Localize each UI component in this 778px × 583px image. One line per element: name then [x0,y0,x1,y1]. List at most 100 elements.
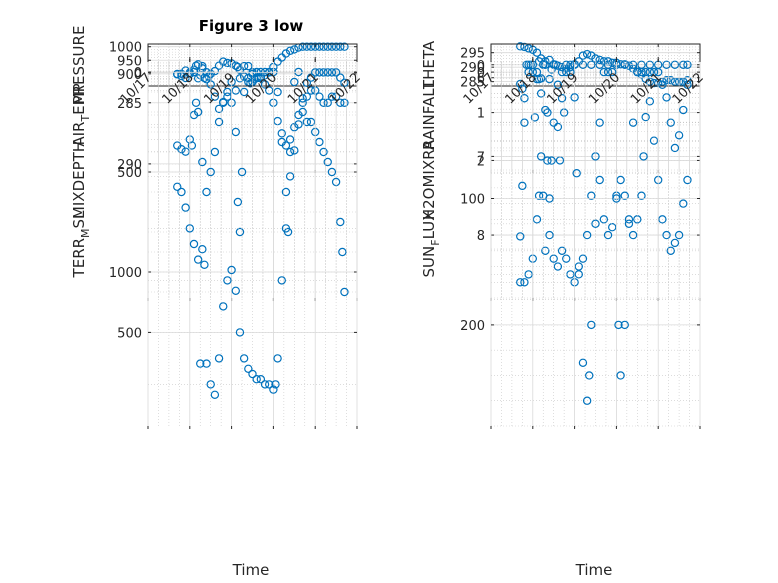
data-point [662,230,671,240]
data-point [624,215,634,224]
data-point [210,147,220,157]
data-point [219,57,228,66]
data-point [239,354,249,363]
data-point [235,227,245,237]
data-point [679,199,688,208]
data-point [608,222,617,232]
data-point [666,246,675,255]
data-point [603,67,613,77]
data-point [323,68,332,77]
y-tick-label: 200 [460,319,485,334]
y-axis-label-main: MIXDEPTH [70,141,88,219]
data-point [181,203,190,212]
data-point [336,217,345,227]
figure-title: Figure 3 low [199,17,304,35]
data-point [578,254,588,263]
data-point [271,380,280,389]
data-point [298,98,307,107]
data-point [319,68,328,77]
data-point [549,118,558,127]
data-point [543,156,552,165]
data-point [231,127,240,137]
data-point [545,194,554,203]
data-point [331,68,341,77]
data-point [315,42,324,51]
data-point [553,262,563,271]
y-axis-label: THETA [420,40,438,90]
data-point [520,94,529,103]
data-point [237,167,247,177]
data-point [290,77,299,87]
data-point [323,157,332,167]
data-point [566,62,575,72]
data-point [545,230,554,240]
data-point [302,117,312,127]
data-point [516,42,525,51]
data-point [189,239,199,249]
y-tick-label: 1000 [109,41,142,56]
y-axis-label: MIXDEPTH [70,141,88,219]
y-axis-label-subscript: F [429,239,442,245]
data-point [562,67,571,77]
data-point [239,72,249,81]
data-point [319,42,328,51]
data-point [177,187,186,197]
y-axis-label: H2OMIXRA [420,139,438,220]
data-point [628,230,638,240]
data-point [545,55,554,65]
data-point [298,107,307,117]
data-point [637,191,646,200]
data-point [620,320,629,330]
data-point [323,42,332,51]
data-point [679,60,688,69]
y-axis-label-main: THETA [420,40,438,90]
data-point [331,42,341,51]
y-tick-label: 0 [477,66,485,81]
data-point [641,67,650,77]
data-point [196,359,205,368]
data-point [587,51,596,60]
data-point [223,92,232,101]
data-point [536,152,546,161]
data-point [557,246,567,255]
data-point [662,93,671,102]
data-point [202,359,211,368]
data-point [198,244,207,254]
data-point [530,113,540,122]
data-point [273,87,282,97]
data-point [336,42,345,51]
data-point [595,60,604,69]
data-point [327,167,337,177]
y-tick-label: 1 [477,107,485,122]
data-point [198,157,207,167]
data-point [658,80,667,89]
data-point [562,254,571,263]
data-point [265,380,274,389]
data-point [306,86,316,95]
y-axis-label-main: TERR [70,238,88,279]
data-point [235,328,245,337]
data-point [595,175,604,185]
data-point [566,67,575,77]
data-point [612,194,621,203]
data-point [306,73,316,82]
data-point [541,246,550,255]
y-axis-label-suffix: LUX [420,211,438,240]
data-point [252,375,261,384]
data-point [532,67,542,77]
data-point [273,354,282,363]
data-point [311,68,320,77]
data-point [608,58,617,68]
data-point [541,60,550,69]
data-point [185,224,194,233]
data-point [315,68,324,77]
data-point [290,45,299,54]
y-tick-label: 285 [117,97,142,112]
data-point [302,42,312,51]
data-point [595,118,604,127]
data-point [198,61,207,71]
data-point [670,238,680,248]
data-point [516,278,525,287]
